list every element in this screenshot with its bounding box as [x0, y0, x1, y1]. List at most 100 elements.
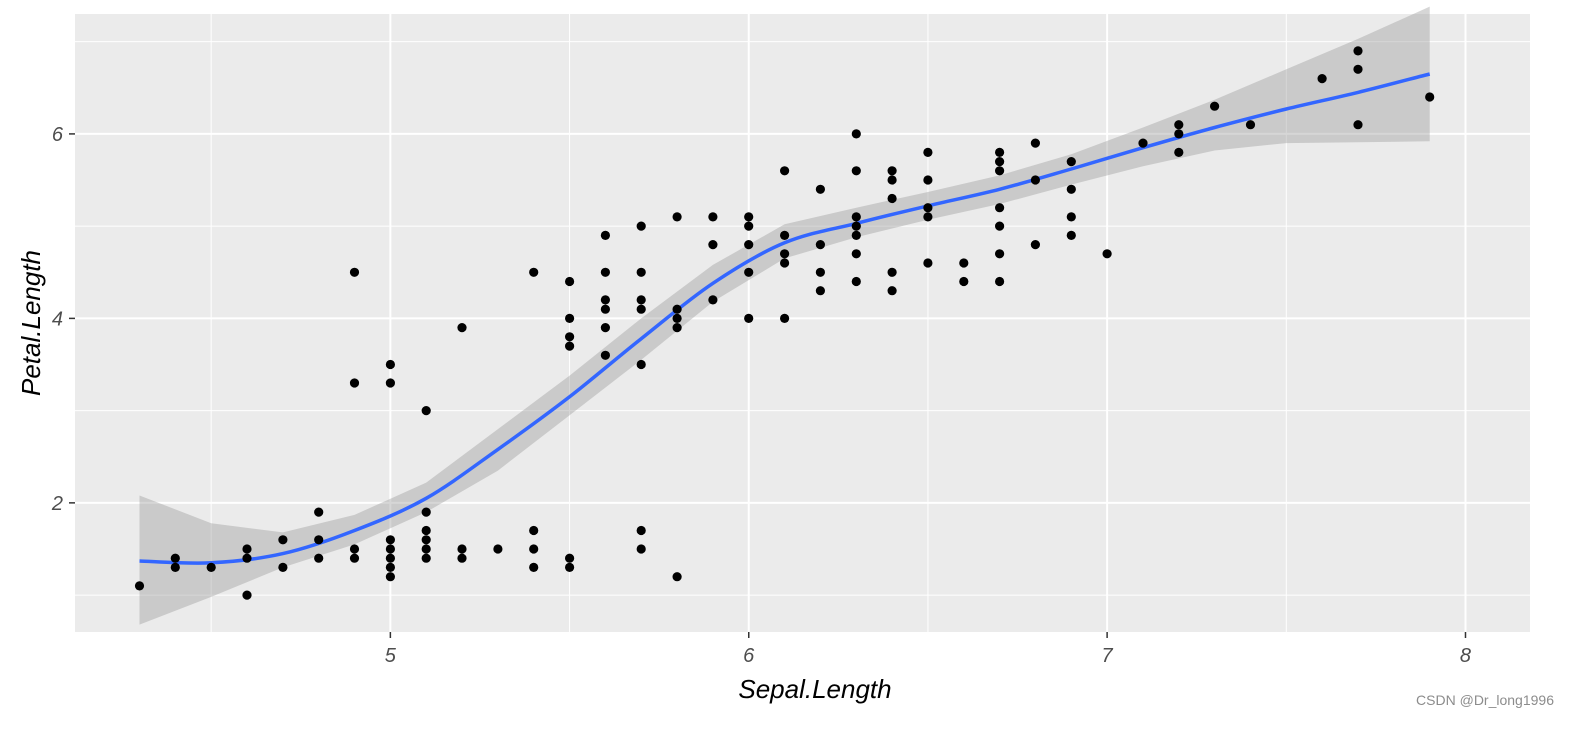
data-point — [995, 157, 1005, 167]
data-point — [672, 572, 682, 582]
data-point — [636, 221, 646, 231]
data-point — [565, 341, 575, 351]
data-point — [1030, 175, 1040, 185]
data-point — [421, 544, 431, 554]
data-point — [887, 166, 897, 176]
data-point — [242, 590, 252, 600]
data-point — [995, 203, 1005, 213]
data-point — [923, 212, 933, 222]
data-point — [887, 175, 897, 185]
data-point — [708, 295, 718, 305]
data-point — [385, 553, 395, 563]
data-point — [1174, 120, 1184, 130]
data-point — [1317, 74, 1327, 84]
data-point — [421, 507, 431, 517]
data-point — [565, 553, 575, 563]
data-point — [923, 258, 933, 268]
data-point — [636, 267, 646, 277]
data-point — [565, 276, 575, 287]
data-point — [314, 535, 324, 545]
data-point — [1066, 212, 1076, 222]
data-point — [708, 212, 718, 222]
data-point — [600, 267, 611, 277]
data-point — [242, 553, 252, 563]
data-point — [851, 129, 861, 139]
data-point — [780, 258, 790, 268]
data-point — [170, 553, 180, 563]
data-point — [780, 249, 790, 259]
data-point — [1174, 129, 1184, 139]
data-point — [314, 507, 324, 517]
data-point — [385, 572, 395, 582]
data-point — [1353, 46, 1363, 56]
data-point — [1066, 184, 1076, 194]
data-point — [600, 295, 611, 305]
data-point — [672, 304, 682, 314]
data-point — [421, 535, 431, 545]
data-point — [457, 323, 467, 333]
x-axis-title: Sepal.Length — [738, 674, 891, 704]
data-point — [780, 313, 790, 323]
data-point — [1245, 120, 1256, 130]
data-point — [923, 147, 933, 157]
data-point — [385, 359, 395, 370]
data-point — [923, 175, 933, 185]
data-point — [1353, 64, 1363, 74]
data-point — [780, 230, 790, 240]
data-point — [565, 562, 575, 573]
data-point — [636, 295, 646, 305]
data-point — [1066, 230, 1076, 240]
data-point — [851, 166, 861, 176]
data-point — [1066, 157, 1076, 167]
smooth-curve — [139, 72, 1431, 565]
data-point — [744, 221, 754, 231]
data-point — [672, 212, 682, 222]
data-point — [708, 240, 718, 250]
data-point — [995, 147, 1005, 157]
x-tick-label: 6 — [743, 645, 755, 667]
data-point — [1138, 138, 1148, 148]
data-point — [744, 212, 754, 222]
data-point — [1210, 101, 1220, 111]
data-point — [600, 304, 611, 314]
data-point — [421, 406, 431, 416]
data-point — [636, 544, 646, 554]
data-point — [385, 544, 395, 554]
data-point — [636, 525, 646, 536]
data-point — [457, 544, 467, 554]
data-points — [134, 46, 1435, 600]
data-point — [887, 286, 897, 296]
data-point — [278, 535, 288, 545]
data-point — [1425, 92, 1435, 102]
confidence-band — [139, 6, 1430, 625]
major-gridlines — [75, 14, 1530, 632]
y-tick-label: 4 — [52, 308, 63, 330]
data-point — [242, 544, 252, 554]
data-point — [887, 267, 897, 277]
data-point — [995, 249, 1005, 259]
data-point — [457, 553, 467, 563]
y-axis-title: Petal.Length — [16, 250, 46, 396]
tick-labels: 5 6 7 8 2 4 6 — [51, 124, 1471, 667]
data-point — [815, 286, 826, 296]
data-point — [1353, 120, 1363, 130]
data-point — [600, 350, 611, 360]
data-point — [744, 267, 754, 277]
data-point — [959, 258, 969, 268]
data-point — [206, 562, 216, 573]
data-point — [278, 562, 288, 573]
data-point — [851, 221, 861, 231]
data-point — [672, 323, 682, 333]
data-point — [1030, 240, 1040, 250]
data-point — [565, 313, 575, 323]
data-point — [385, 562, 395, 573]
data-point — [529, 267, 539, 277]
data-point — [815, 267, 826, 277]
data-point — [636, 304, 646, 314]
y-tick-label: 6 — [52, 124, 64, 146]
data-point — [421, 525, 431, 536]
data-point — [851, 212, 861, 222]
data-point — [385, 378, 395, 388]
data-point — [744, 240, 754, 250]
smooth-line — [139, 72, 1431, 565]
